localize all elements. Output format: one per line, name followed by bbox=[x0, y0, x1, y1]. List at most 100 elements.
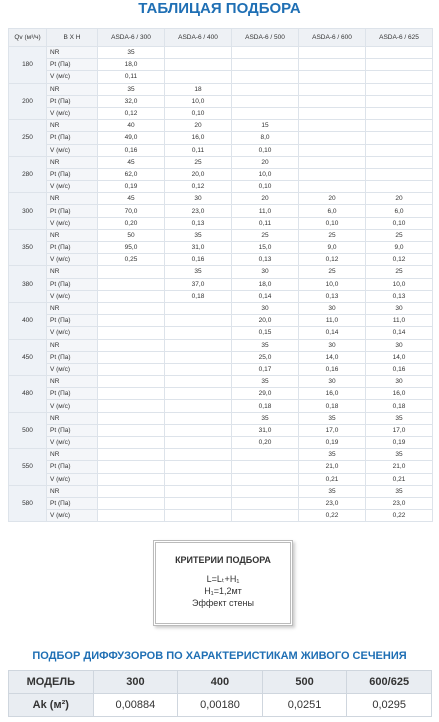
value-cell bbox=[97, 277, 165, 291]
value-cell: 35 bbox=[164, 265, 232, 279]
table-row: V (м/с) 0,19 0,12 0,10 bbox=[9, 180, 433, 194]
table-row: 580 NR 35 35 bbox=[8, 484, 433, 523]
value-cell bbox=[164, 301, 232, 316]
qv-cell: 580 bbox=[8, 484, 47, 523]
column-header: ASDA-6 / 400 bbox=[164, 28, 232, 47]
value-cell: 25 bbox=[298, 265, 366, 279]
table-row: V (м/с) 0,21 0,21 bbox=[9, 472, 433, 486]
param-label: NR bbox=[46, 301, 98, 316]
param-label: Pt (Па) bbox=[46, 423, 98, 438]
criteria-line: H₁=1,2мт bbox=[204, 586, 242, 596]
value-cell: 0,21 bbox=[298, 472, 366, 486]
value-cell bbox=[97, 326, 165, 340]
column-header: Qv (м³/ч) bbox=[8, 28, 47, 47]
value-cell bbox=[97, 314, 165, 328]
param-label: Pt (Па) bbox=[46, 167, 98, 182]
table-row: V (м/с) 0,12 0,10 bbox=[9, 106, 433, 121]
diffuser-title: ПОДБОР ДИФФУЗОРОВ ПО ХАРАКТЕРИСТИКАМ ЖИВ… bbox=[32, 650, 407, 662]
value-cell: 25 bbox=[365, 228, 433, 243]
table-row: Pt (Па) 37,0 18,0 10,0 10,0 bbox=[9, 277, 433, 291]
table-row: Pt (Па) 31,0 17,0 17,0 bbox=[9, 423, 433, 438]
value-cell: 0,10 bbox=[164, 106, 232, 121]
param-label: NR bbox=[46, 155, 98, 169]
value-cell bbox=[97, 423, 165, 438]
param-label: V (м/с) bbox=[46, 289, 98, 303]
value-cell: 35 bbox=[298, 484, 366, 498]
diffuser-header-cell: 300 bbox=[92, 670, 179, 694]
table-row: Pt (Па) 49,0 16,0 8,0 bbox=[9, 131, 433, 145]
qv-cell: 380 bbox=[8, 265, 47, 303]
qv-cell: 200 bbox=[8, 82, 47, 121]
qv-cell: 480 bbox=[8, 375, 47, 413]
value-cell: 35 bbox=[164, 228, 232, 243]
value-cell: 32,0 bbox=[97, 94, 165, 108]
value-cell: 14,0 bbox=[298, 350, 366, 364]
value-cell: 0,12 bbox=[164, 180, 232, 194]
value-cell: 0,12 bbox=[365, 253, 433, 267]
value-cell: 0,14 bbox=[298, 326, 366, 340]
diffuser-label: Ak (м²) bbox=[8, 693, 94, 717]
value-cell: 0,19 bbox=[298, 435, 366, 450]
table-row: Pt (Па) 20,0 11,0 11,0 bbox=[9, 314, 433, 328]
value-cell: 35 bbox=[365, 448, 433, 462]
param-label: V (м/с) bbox=[46, 143, 98, 157]
param-label: V (м/с) bbox=[46, 216, 98, 230]
value-cell: 49,0 bbox=[97, 131, 165, 145]
param-label: V (м/с) bbox=[46, 253, 98, 267]
value-cell: 10,0 bbox=[231, 167, 299, 182]
value-cell: 31,0 bbox=[164, 240, 232, 255]
value-cell: 0,18 bbox=[164, 289, 232, 303]
value-cell: 25 bbox=[164, 155, 232, 169]
value-cell bbox=[231, 448, 299, 462]
value-cell: 0,10 bbox=[298, 216, 366, 230]
value-cell: 0,13 bbox=[231, 253, 299, 267]
param-label: NR bbox=[46, 45, 98, 60]
value-cell: 0,11 bbox=[97, 70, 165, 84]
value-cell bbox=[231, 106, 299, 121]
value-cell: 21,0 bbox=[298, 460, 366, 474]
param-label: V (м/с) bbox=[46, 326, 98, 340]
value-cell: 31,0 bbox=[231, 423, 299, 438]
value-cell: 0,16 bbox=[97, 143, 165, 157]
param-label: NR bbox=[46, 265, 98, 279]
value-cell: 0,18 bbox=[365, 399, 433, 413]
value-cell bbox=[298, 155, 366, 169]
criteria-line: L=Lₜ+H₁ bbox=[206, 574, 240, 584]
value-cell: 30 bbox=[298, 375, 366, 389]
value-cell bbox=[97, 350, 165, 364]
value-cell: 0,14 bbox=[231, 289, 299, 303]
value-cell: 25,0 bbox=[231, 350, 299, 364]
qv-cell: 280 bbox=[8, 155, 47, 194]
param-label: NR bbox=[46, 375, 98, 389]
table-row: Pt (Па) 95,0 31,0 15,0 9,0 9,0 bbox=[9, 240, 433, 255]
value-cell: 35 bbox=[231, 375, 299, 389]
param-label: Pt (Па) bbox=[46, 387, 98, 401]
table-row: V (м/с) 0,18 0,14 0,13 0,13 bbox=[9, 289, 433, 303]
param-label: V (м/с) bbox=[46, 472, 98, 486]
value-cell bbox=[164, 411, 232, 425]
value-cell bbox=[298, 106, 366, 121]
diffuser-header-cell: 600/625 bbox=[346, 670, 432, 694]
value-cell: 0,10 bbox=[365, 216, 433, 230]
qv-cell: 550 bbox=[8, 448, 47, 486]
value-cell: 16,0 bbox=[164, 131, 232, 145]
value-cell bbox=[97, 496, 165, 511]
value-cell: 30 bbox=[231, 265, 299, 279]
param-label: Pt (Па) bbox=[46, 58, 98, 72]
column-header: ASDA-6 / 500 bbox=[231, 28, 299, 47]
value-cell: 0,11 bbox=[164, 143, 232, 157]
value-cell: 0,21 bbox=[365, 472, 433, 486]
value-cell bbox=[97, 362, 165, 377]
value-cell: 45 bbox=[97, 192, 165, 206]
diffuser-header-cell: 500 bbox=[261, 670, 348, 694]
diffuser-row: Ak (м²) 0,00884 0,00180 0,0251 0,0295 bbox=[8, 693, 432, 717]
value-cell bbox=[164, 435, 232, 450]
value-cell bbox=[164, 448, 232, 462]
value-cell: 11,0 bbox=[365, 314, 433, 328]
table-row: 380 NR 35 30 25 25 bbox=[8, 265, 433, 303]
value-cell: 62,0 bbox=[97, 167, 165, 182]
value-cell: 35 bbox=[97, 45, 165, 60]
value-cell: 0,19 bbox=[97, 180, 165, 194]
value-cell: 20,0 bbox=[164, 167, 232, 182]
table-row: V (м/с) 0,18 0,18 0,18 bbox=[9, 399, 433, 413]
